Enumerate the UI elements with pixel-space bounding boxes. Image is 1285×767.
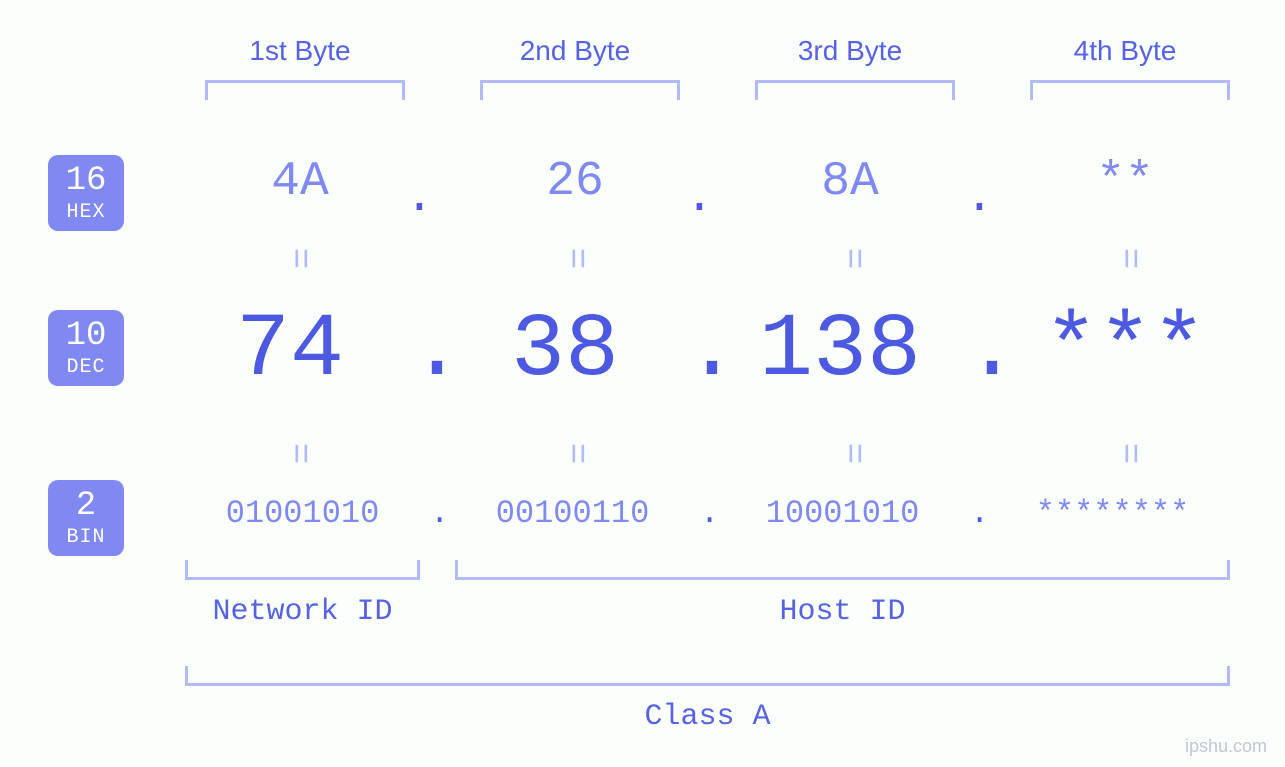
- hex-byte-4: **: [1025, 155, 1225, 209]
- eq-icon: =: [555, 248, 596, 270]
- bin-byte-1: 01001010: [185, 495, 420, 532]
- eq-icon: =: [278, 443, 319, 465]
- badge-bin-num: 2: [48, 489, 124, 523]
- eq-icon: =: [832, 248, 873, 270]
- dec-byte-3: 138: [730, 300, 950, 402]
- bracket-byte-2: [480, 80, 680, 100]
- hex-byte-2: 26: [475, 155, 675, 209]
- hex-byte-1: 4A: [200, 155, 400, 209]
- eq-icon: =: [1108, 443, 1149, 465]
- bin-dot-3: .: [970, 495, 989, 532]
- hex-dot-2: .: [685, 171, 714, 225]
- bin-byte-2: 00100110: [455, 495, 690, 532]
- hex-dot-1: .: [405, 171, 434, 225]
- hex-byte-3: 8A: [750, 155, 950, 209]
- badge-dec-label: DEC: [48, 358, 124, 378]
- bracket-byte-3: [755, 80, 955, 100]
- watermark: ipshu.com: [1185, 736, 1267, 757]
- eq-icon: =: [555, 443, 596, 465]
- badge-dec: 10 DEC: [48, 310, 124, 386]
- badge-hex-num: 16: [48, 164, 124, 198]
- ip-diagram: 1st Byte 2nd Byte 3rd Byte 4th Byte 16 H…: [0, 0, 1285, 767]
- bracket-host-id: [455, 560, 1230, 580]
- badge-hex: 16 HEX: [48, 155, 124, 231]
- badge-bin: 2 BIN: [48, 480, 124, 556]
- bin-dot-1: .: [430, 495, 449, 532]
- byte-header-3: 3rd Byte: [750, 35, 950, 67]
- bin-byte-3: 10001010: [725, 495, 960, 532]
- eq-icon: =: [1108, 248, 1149, 270]
- bin-byte-4: ********: [995, 495, 1230, 532]
- bracket-network-id: [185, 560, 420, 580]
- label-class: Class A: [185, 700, 1230, 734]
- eq-icon: =: [832, 443, 873, 465]
- byte-header-1: 1st Byte: [200, 35, 400, 67]
- dec-byte-2: 38: [455, 300, 675, 402]
- badge-hex-label: HEX: [48, 203, 124, 223]
- byte-header-2: 2nd Byte: [475, 35, 675, 67]
- byte-header-4: 4th Byte: [1025, 35, 1225, 67]
- badge-bin-label: BIN: [48, 528, 124, 548]
- hex-dot-3: .: [965, 171, 994, 225]
- bracket-byte-4: [1030, 80, 1230, 100]
- label-host-id: Host ID: [455, 595, 1230, 629]
- dec-byte-4: ***: [1005, 300, 1245, 402]
- dec-byte-1: 74: [180, 300, 400, 402]
- bin-dot-2: .: [700, 495, 719, 532]
- badge-dec-num: 10: [48, 319, 124, 353]
- label-network-id: Network ID: [185, 595, 420, 629]
- bracket-class: [185, 666, 1230, 686]
- bracket-byte-1: [205, 80, 405, 100]
- eq-icon: =: [278, 248, 319, 270]
